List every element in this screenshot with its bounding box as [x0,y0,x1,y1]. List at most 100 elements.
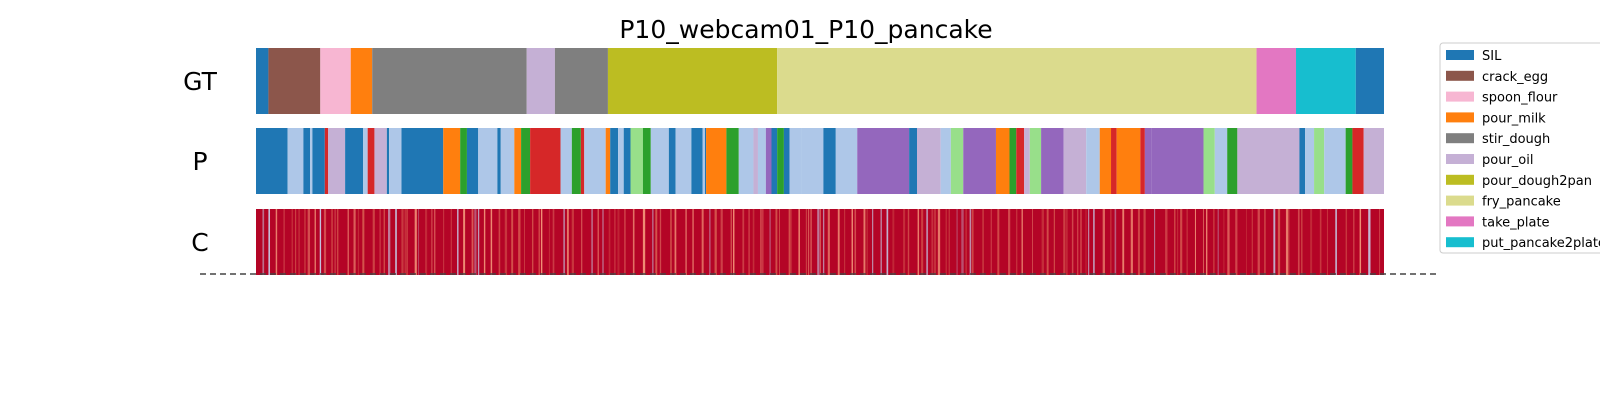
segment-pour_oil [1063,128,1087,194]
segment-pcls10 [801,128,824,194]
legend-label: crack_egg [1482,70,1548,85]
confidence-dip [674,209,677,275]
segment-pcls10 [618,128,624,194]
confidence-dip [418,209,420,275]
confidence-dip [971,209,974,275]
confidence-dip [810,209,812,275]
confidence-dip [956,209,958,275]
confidence-dip [298,209,300,275]
confidence-dip [1032,209,1033,275]
confidence-dip [775,209,778,275]
confidence-dip [548,209,550,275]
confidence-dip [854,209,857,275]
confidence-dip [1288,209,1290,275]
confidence-dip [1053,209,1056,275]
legend-label: take_plate [1482,215,1550,230]
confidence-dip [748,209,750,275]
confidence-dip [931,209,933,275]
segment-SIL [668,128,676,194]
confidence-dip [490,209,493,275]
segment-SIL [303,128,311,194]
confidence-dip [1368,209,1371,275]
confidence-dip [1245,209,1247,275]
segment-put_pancake2plate [1296,48,1356,114]
segment-pour_oil [917,128,941,194]
segment-pcls10 [940,128,951,194]
confidence-dip [1130,209,1133,275]
confidence-dip [275,209,278,275]
confidence-dip [1122,209,1125,275]
segment-stir_dough [372,48,527,114]
confidence-dip [1301,209,1303,275]
segment-pcls11 [1352,128,1364,194]
confidence-dip [1310,209,1313,275]
confidence-dip [670,209,672,275]
confidence-dip [1110,209,1112,275]
legend-label: SIL [1482,49,1502,64]
row-label: P [192,147,207,176]
segment-pour_oil [526,48,555,114]
confidence-dip [937,209,941,275]
segment-SIL [691,128,703,194]
confidence-dip [778,209,780,275]
segment-SIL [312,128,325,194]
confidence-dip [659,209,662,275]
segment-spoon_flour [320,48,351,114]
legend-label: spoon_flour [1482,91,1558,106]
legend-swatch [1446,154,1474,164]
confidence-dip [1202,209,1204,275]
confidence-dip [314,209,316,275]
segment-pour_oil [1363,128,1384,194]
confidence-dip [372,209,375,275]
confidence-dip [1021,209,1023,275]
legend-label: pour_dough2pan [1482,174,1592,189]
segment-pour_oil [1237,128,1300,194]
row-c: C [191,209,1384,275]
confidence-dip [474,209,477,275]
confidence-dip [602,209,604,275]
segment-pcls14 [1144,128,1152,194]
confidence-dip [762,209,764,275]
confidence-dip [961,209,964,275]
confidence-dip [1353,209,1355,275]
confidence-dip [614,209,616,275]
confidence-dip [262,209,265,275]
confidence-dip [307,209,311,275]
legend-swatch [1446,112,1474,123]
segment-SIL [345,128,364,194]
confidence-dip [1297,209,1300,275]
segment-pcls11 [367,128,375,194]
segment-pcls12 [460,128,467,194]
confidence-dip [872,209,874,275]
confidence-dip [685,209,687,275]
confidence-dip [1264,209,1266,275]
confidence-dip [566,209,569,275]
legend-swatch [1446,91,1474,102]
confidence-dip [1154,209,1156,275]
confidence-dip [443,209,445,275]
confidence-dip [926,209,929,275]
segment-pcls11 [1016,128,1025,194]
confidence-dip [357,209,360,275]
segment-pcls10 [363,128,368,194]
legend-swatch [1446,195,1474,206]
confidence-dip [1319,209,1322,275]
segment-pcls10 [702,128,705,194]
confidence-dip [1194,209,1197,275]
segment-SIL [610,128,619,194]
row-gt: GT [183,48,1384,114]
confidence-dip [720,209,723,275]
confidence-dip [790,209,793,275]
segment-pcls12 [726,128,739,194]
confidence-dip [843,209,846,275]
confidence-dip [387,209,391,275]
segment-pcls11 [580,128,585,194]
confidence-dip [518,209,521,275]
confidence-dip [709,209,711,275]
confidence-dip [504,209,508,275]
confidence-dip [1077,209,1079,275]
confidence-dip [1088,209,1090,275]
segment-pcls13 [1314,128,1325,194]
segment-pcls13 [630,128,643,194]
legend-swatch [1446,237,1474,248]
